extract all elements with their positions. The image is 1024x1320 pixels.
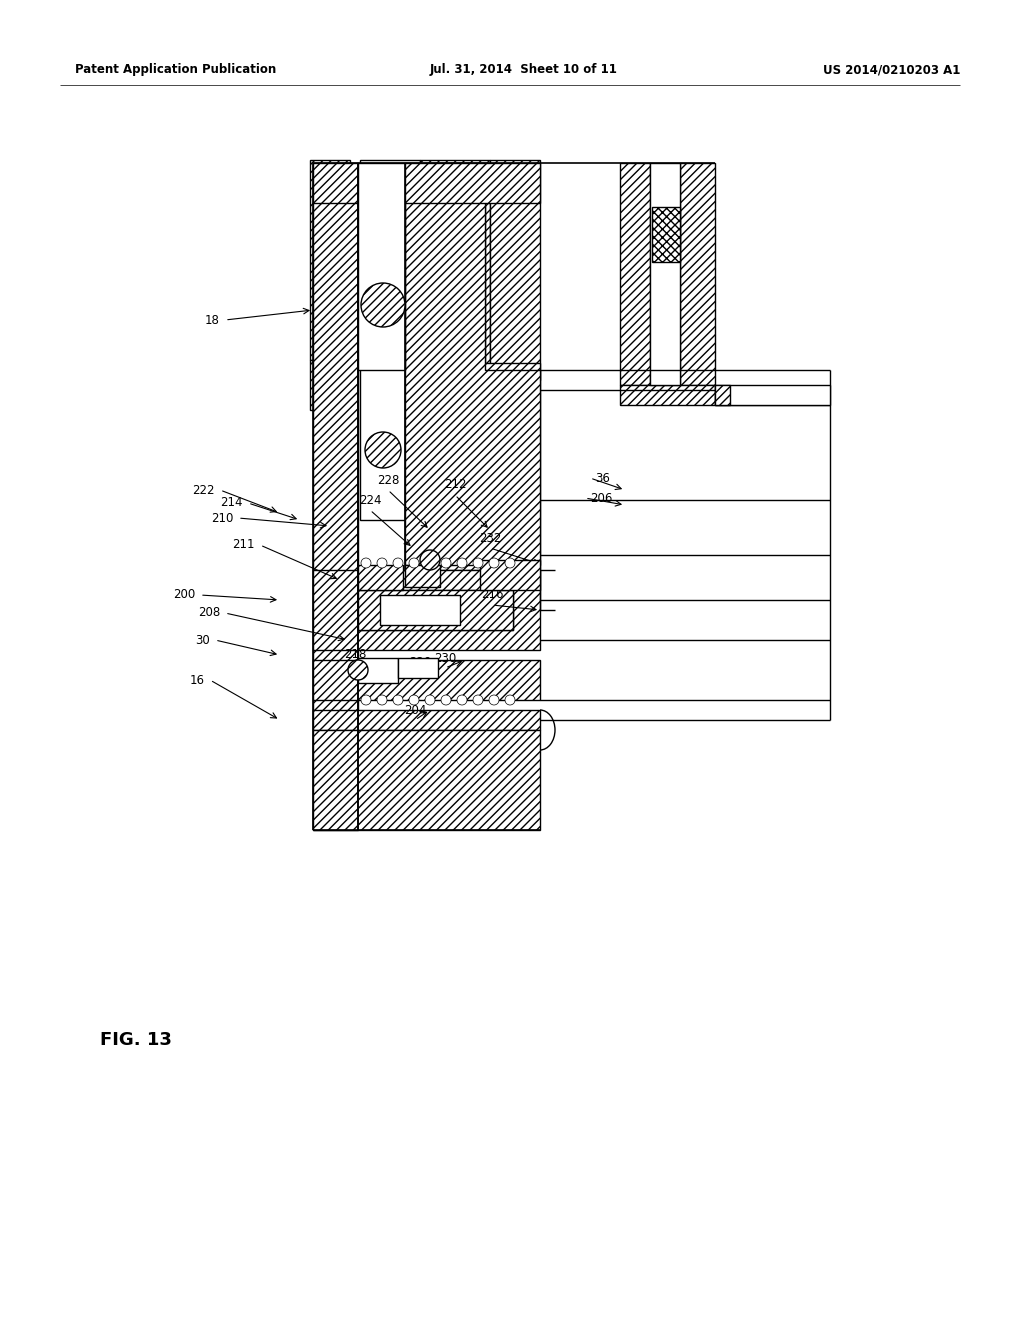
Bar <box>480 560 540 590</box>
Circle shape <box>505 558 515 568</box>
Text: 232: 232 <box>479 532 501 544</box>
Bar <box>715 385 830 405</box>
Bar <box>310 360 350 411</box>
Polygon shape <box>406 162 540 565</box>
Text: FIG. 13: FIG. 13 <box>100 1031 172 1049</box>
Circle shape <box>361 282 406 327</box>
Polygon shape <box>490 160 540 380</box>
Circle shape <box>457 558 467 568</box>
Text: 220: 220 <box>374 659 396 672</box>
Text: 18: 18 <box>205 314 220 326</box>
Bar <box>650 162 680 385</box>
Bar <box>313 162 358 830</box>
Polygon shape <box>406 162 540 570</box>
Text: 229: 229 <box>409 656 431 668</box>
Text: 222: 222 <box>193 483 215 496</box>
Text: Jul. 31, 2014  Sheet 10 of 11: Jul. 31, 2014 Sheet 10 of 11 <box>430 63 617 77</box>
Text: 216: 216 <box>480 589 503 602</box>
Circle shape <box>361 558 371 568</box>
Bar <box>358 657 398 682</box>
Text: 204: 204 <box>403 704 426 717</box>
Polygon shape <box>420 160 490 570</box>
Text: 206: 206 <box>590 491 612 504</box>
Text: 230: 230 <box>434 652 456 664</box>
Circle shape <box>409 696 419 705</box>
Circle shape <box>420 550 440 570</box>
Bar <box>313 570 540 649</box>
Bar <box>380 595 460 624</box>
Bar <box>360 160 420 520</box>
Text: 16: 16 <box>190 673 205 686</box>
Text: 210: 210 <box>211 511 233 524</box>
Circle shape <box>377 696 387 705</box>
Bar <box>358 162 406 370</box>
Circle shape <box>489 696 499 705</box>
Text: Patent Application Publication: Patent Application Publication <box>75 63 276 77</box>
Text: 211: 211 <box>232 539 255 552</box>
Bar <box>620 162 650 385</box>
Bar <box>313 730 540 830</box>
Text: 30: 30 <box>196 634 210 647</box>
Circle shape <box>441 558 451 568</box>
Text: 228: 228 <box>377 474 399 487</box>
Circle shape <box>489 558 499 568</box>
Circle shape <box>473 558 483 568</box>
Text: 208: 208 <box>198 606 220 619</box>
Text: 214: 214 <box>220 496 243 510</box>
Bar <box>313 162 540 203</box>
Bar <box>358 590 513 630</box>
Bar <box>310 160 350 360</box>
Circle shape <box>348 660 368 680</box>
Bar <box>313 660 540 700</box>
Bar <box>715 385 730 405</box>
Bar <box>680 162 715 385</box>
Text: US 2014/0210203 A1: US 2014/0210203 A1 <box>822 63 961 77</box>
Circle shape <box>505 696 515 705</box>
Bar <box>406 565 440 587</box>
Circle shape <box>377 558 387 568</box>
Circle shape <box>393 696 403 705</box>
Circle shape <box>425 558 435 568</box>
Text: 202: 202 <box>479 564 501 577</box>
Circle shape <box>361 696 371 705</box>
Text: 218: 218 <box>344 648 367 661</box>
Circle shape <box>409 558 419 568</box>
Bar <box>398 657 438 678</box>
Bar <box>358 565 403 590</box>
Circle shape <box>393 558 403 568</box>
Circle shape <box>441 696 451 705</box>
Text: 36: 36 <box>595 471 610 484</box>
Circle shape <box>425 696 435 705</box>
Bar <box>620 385 715 405</box>
Bar <box>313 710 540 730</box>
Text: 212: 212 <box>443 479 466 491</box>
Text: 200: 200 <box>173 589 195 602</box>
Text: 224: 224 <box>358 494 381 507</box>
Circle shape <box>473 696 483 705</box>
Circle shape <box>457 696 467 705</box>
Bar <box>652 207 680 261</box>
Bar <box>358 590 513 630</box>
Circle shape <box>365 432 401 469</box>
